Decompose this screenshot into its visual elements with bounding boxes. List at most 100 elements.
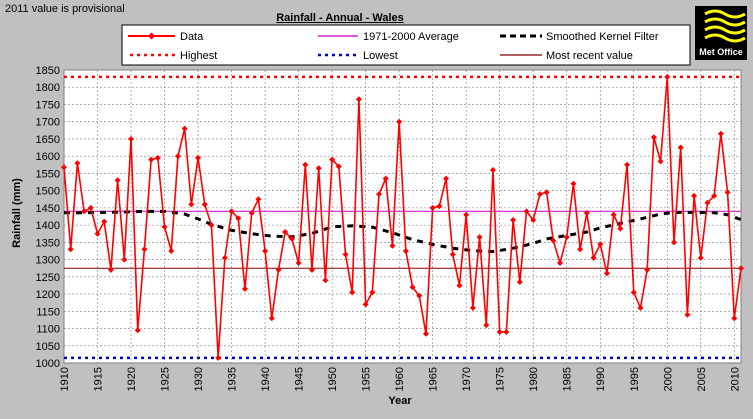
data-point [449,251,456,258]
x-tick-label: 1980 [528,367,540,391]
x-tick-label: 2010 [729,367,741,391]
data-point [195,154,202,161]
x-tick-label: 1995 [629,367,641,391]
legend-kernel: Smoothed Kernel Filter [546,31,659,43]
x-tick-label: 1915 [93,367,105,391]
data-point [342,251,349,258]
data-point [382,175,389,182]
data-point [87,204,94,211]
data-point [201,201,208,208]
data-point [617,225,624,232]
data-point [369,289,376,296]
data-point [168,247,175,254]
data-point [282,229,289,236]
data-point [228,208,235,215]
y-tick-label: 1700 [36,117,60,129]
y-tick-label: 1200 [36,289,60,301]
data-point [262,247,269,254]
y-tick-label: 1850 [36,65,60,77]
plot-area [63,69,742,364]
data-point [731,315,738,322]
data-point [704,199,711,206]
data-point [510,216,517,223]
data-point [275,266,282,273]
legend-data: Data [180,31,204,43]
data-point [114,177,121,184]
data-point [121,256,128,263]
data-point [241,285,248,292]
y-tick-label: 1500 [36,186,60,198]
data-point [691,192,698,199]
data-point [349,289,356,296]
x-tick-label: 1930 [193,367,205,391]
y-tick-label: 1450 [36,203,60,215]
data-point [489,166,496,173]
data-point [288,235,295,242]
data-point [670,239,677,246]
x-tick-label: 1935 [227,367,239,391]
wave-icon [704,9,746,43]
data-point [295,260,302,267]
data-point [684,311,691,318]
data-point [174,153,181,160]
data-point [597,241,604,248]
data-point [650,134,657,141]
data-point [590,254,597,261]
data-point [697,254,704,261]
data-point [322,277,329,284]
data-point [422,330,429,337]
legend: Data 1971-2000 Average Smoothed Kernel F… [121,24,691,66]
data-point [402,247,409,254]
data-point [416,292,423,299]
y-tick-label: 1050 [36,341,60,353]
data-point [208,222,215,229]
data-point [248,210,255,217]
provisional-note: 2011 value is provisional [5,3,125,15]
data-point [583,210,590,217]
x-tick-label: 1925 [160,367,172,391]
data-point [221,254,228,261]
data-point [67,246,74,253]
data-point [94,230,101,237]
data-point [724,189,731,196]
y-tick-label: 1800 [36,82,60,94]
data-point [355,96,362,103]
data-point [141,246,148,253]
x-tick-label: 1920 [126,367,138,391]
y-tick-label: 1650 [36,134,60,146]
x-tick-label: 1960 [394,367,406,391]
data-point [630,289,637,296]
data-point [188,201,195,208]
data-point [268,315,275,322]
x-tick-label: 1970 [461,367,473,391]
x-tick-label: 1945 [294,367,306,391]
chart-title: Rainfall - Annual - Wales [276,12,404,24]
data-point [483,322,490,329]
legend-lowest: Lowest [363,50,398,62]
y-tick-label: 1600 [36,151,60,163]
y-tick-label: 1250 [36,272,60,284]
data-point [476,234,483,241]
y-tick-label: 1100 [36,324,60,336]
data-point [74,160,81,167]
data-point [496,328,503,335]
data-point [557,260,564,267]
data-point [429,204,436,211]
data-point [101,218,108,225]
data-point [624,161,631,168]
x-axis-label: Year [388,395,412,407]
data-point [443,175,450,182]
data-point [362,301,369,308]
data-point [543,189,550,196]
y-tick-label: 1300 [36,255,60,267]
data-point [550,237,557,244]
data-point [376,191,383,198]
data-point [711,192,718,199]
data-point [181,125,188,132]
data-point [134,327,141,334]
y-tick-label: 1550 [36,168,60,180]
legend-highest: Highest [180,50,217,62]
x-tick-label: 1910 [59,367,71,391]
data-point [255,196,262,203]
data-point [315,165,322,172]
